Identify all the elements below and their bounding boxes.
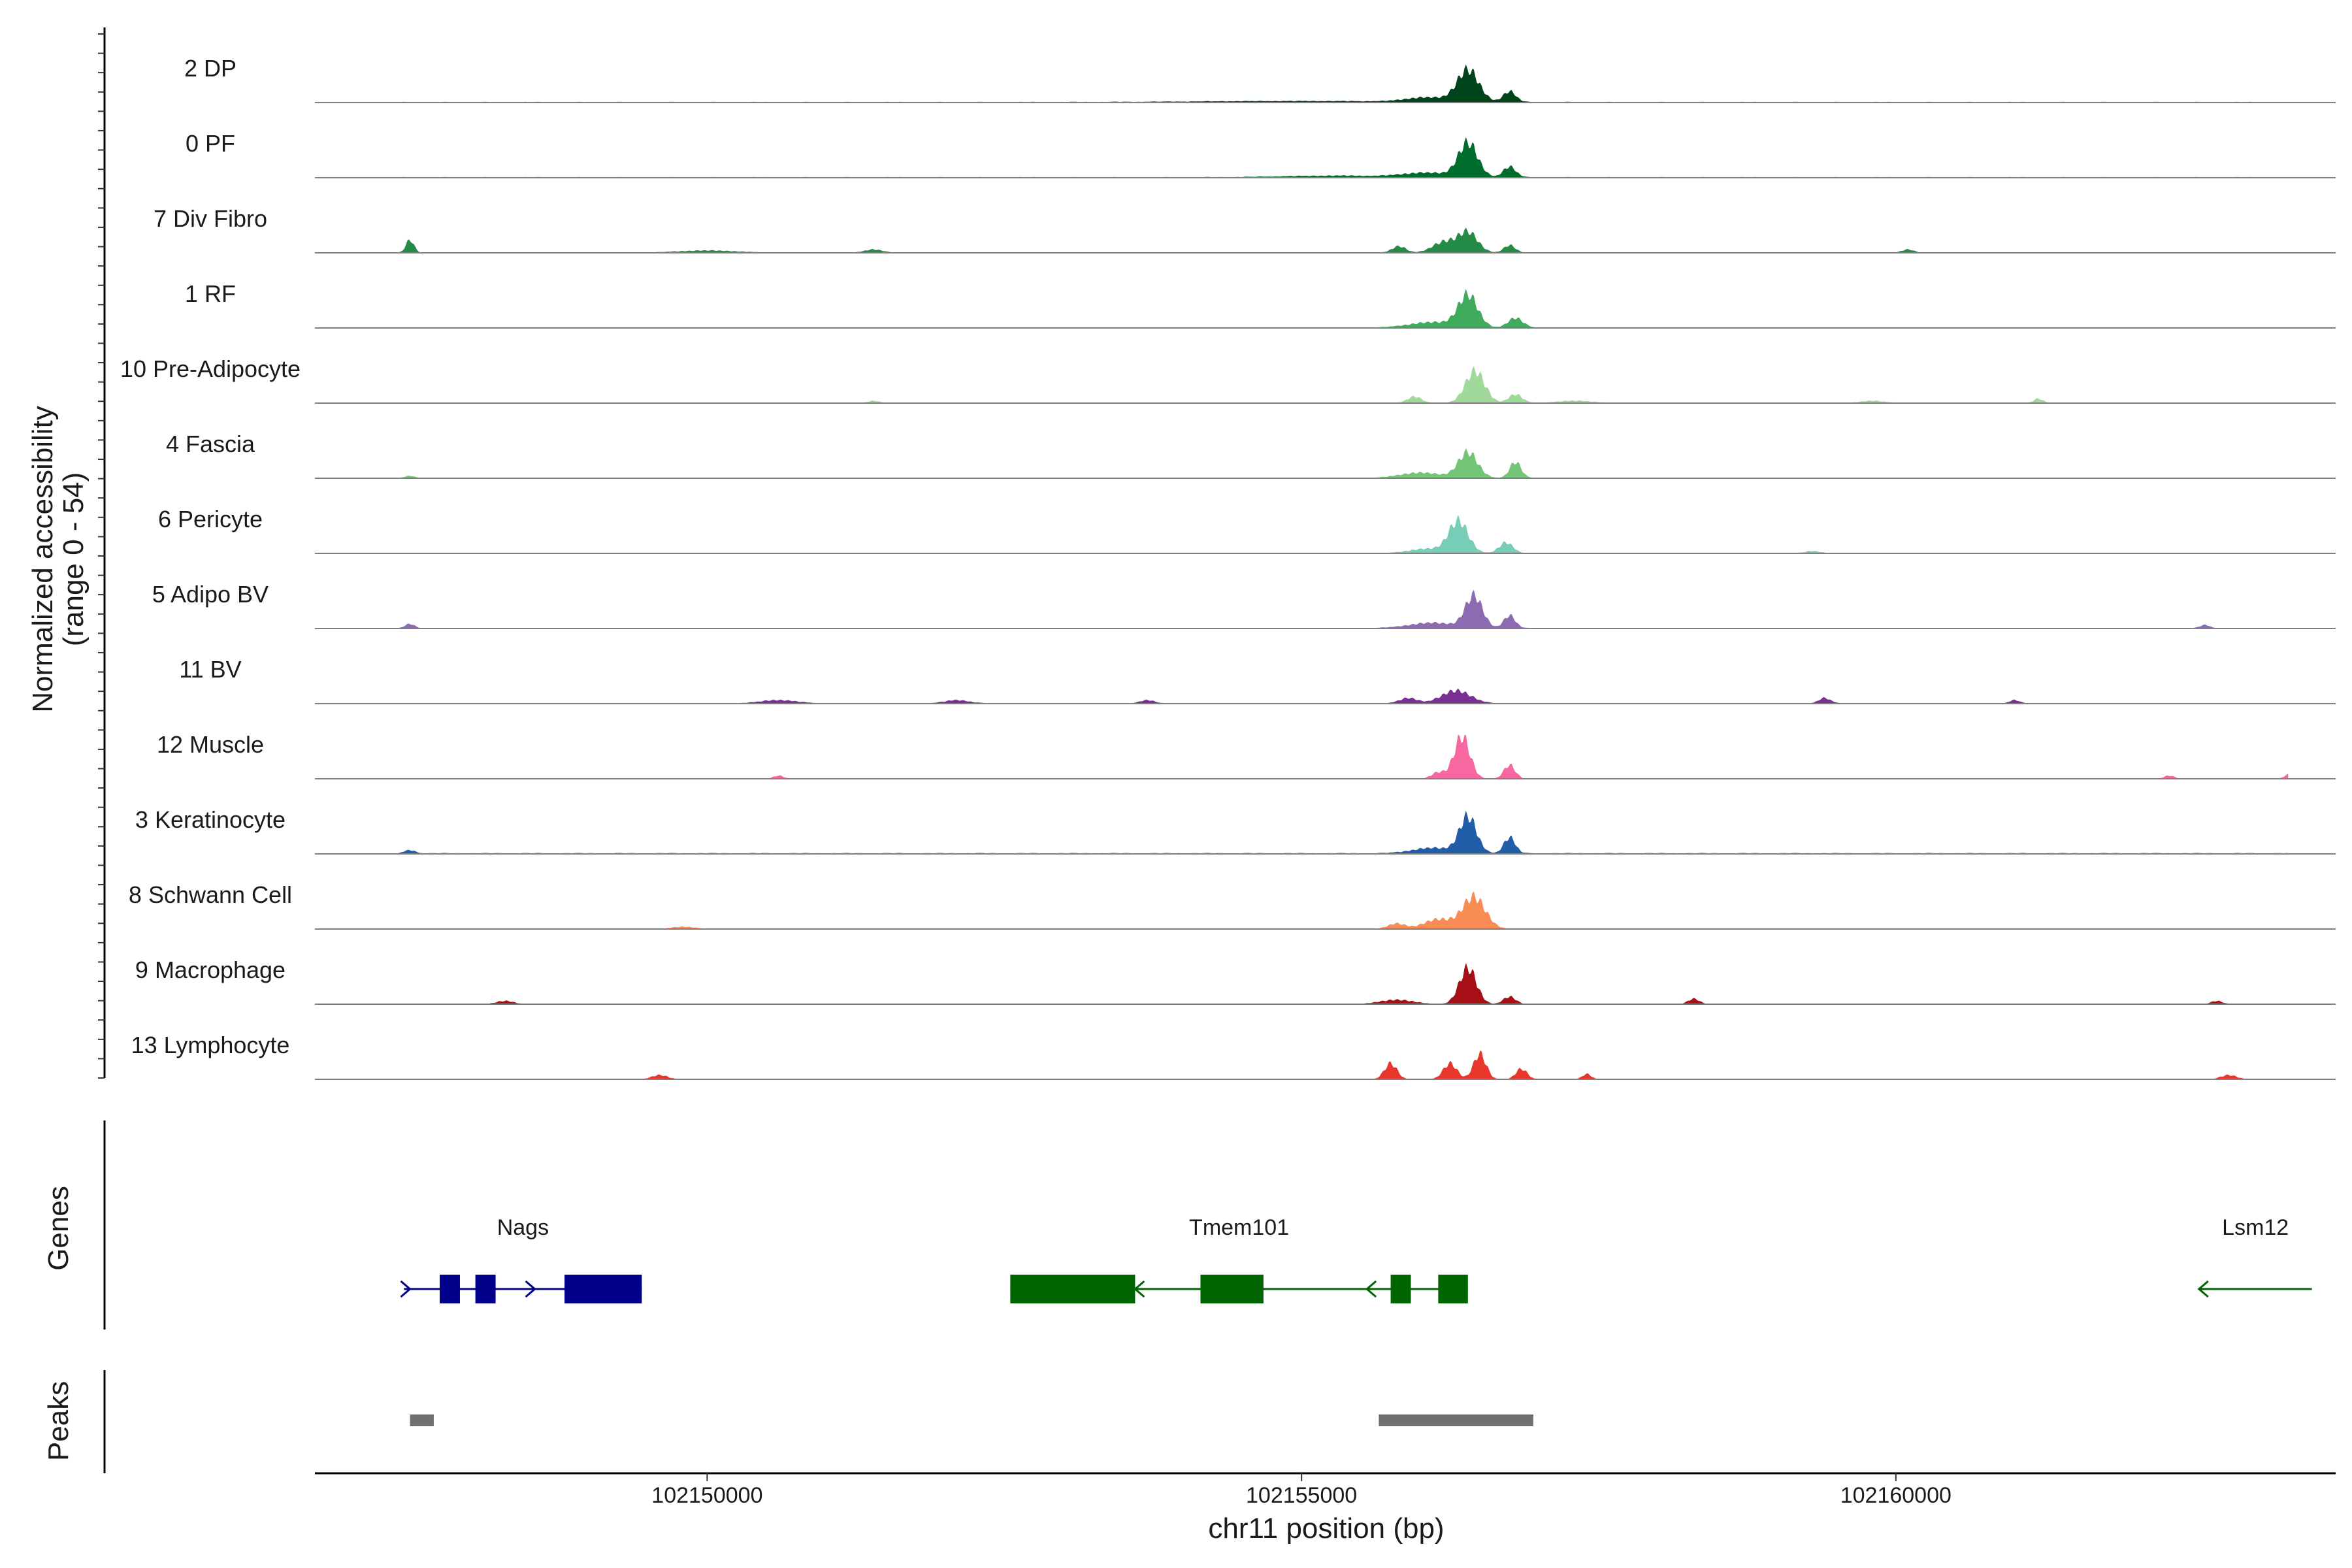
track-label: 3 Keratinocyte [135,806,286,833]
track-3-keratinocyte: 3 Keratinocyte [135,806,2336,855]
track-signal [398,448,2289,478]
track-signal [398,227,2289,253]
track-signal [398,366,2289,403]
strand-arrow [2197,1280,2209,1298]
genes-panel: Nags Tmem101 Lsm12 [103,1120,2312,1330]
gene-exon [1010,1275,1135,1303]
track-signal [398,515,2289,553]
track-label: 12 Muscle [157,731,264,758]
gene-tmem101: Tmem101 [1010,1215,1468,1303]
peak-region [1379,1414,1533,1426]
track-label: 7 Div Fibro [154,205,267,232]
x-axis: 102150000 102155000 102160000 [315,1472,2336,1508]
track-2-dp: 2 DP [184,55,2336,103]
peak-region [410,1414,434,1426]
strand-arrow [525,1280,536,1298]
track-signal [398,810,2289,854]
gene-label: Tmem101 [1189,1215,1289,1240]
x-tick-label: 102155000 [1246,1483,1357,1508]
track-9-macrophage: 9 Macrophage [135,956,2336,1005]
track-signal [398,589,2289,629]
track-6-pericyte: 6 Pericyte [158,506,2336,554]
track-signal [398,962,2289,1004]
track-label: 5 Adipo BV [152,581,269,608]
track-label: 11 BV [179,656,241,683]
track-label: 9 Macrophage [135,956,286,983]
track-13-lymphocyte: 13 Lymphocyte [131,1032,2336,1080]
gene-exon [1438,1275,1468,1303]
gene-nags: Nags [400,1215,642,1303]
track-signal [398,891,2289,929]
track-0-pf: 0 PF [186,130,2336,178]
gene-exon [475,1275,496,1303]
strand-arrow [400,1280,412,1298]
track-11-bv: 11 BV [179,656,2336,704]
gene-exon [1390,1275,1411,1303]
gene-lsm12: Lsm12 [2197,1215,2312,1298]
track-signal [398,688,2289,704]
x-tick-label: 102150000 [651,1483,762,1508]
track-signal [398,734,2289,779]
track-label: 10 Pre-Adipocyte [120,355,301,382]
gene-label: Lsm12 [2222,1215,2289,1240]
gene-exon [440,1275,460,1303]
track-label: 13 Lymphocyte [131,1032,290,1058]
x-axis-title: chr11 position (bp) [1208,1512,1444,1544]
gene-exon [1200,1275,1264,1303]
track-label: 1 RF [185,280,236,307]
x-tick-label: 102160000 [1840,1483,1952,1508]
gene-exon [564,1275,642,1303]
genes-panel-title: Genes [42,1186,74,1271]
track-7-div-fibro: 7 Div Fibro [154,205,2336,253]
track-10-pre-adipocyte: 10 Pre-Adipocyte [120,355,2336,404]
track-signal [398,289,2289,328]
track-label: 2 DP [184,55,237,82]
track-label: 0 PF [186,130,235,157]
track-8-schwann-cell: 8 Schwann Cell [129,881,2336,930]
track-label: 6 Pericyte [158,506,263,532]
track-1-rf: 1 RF [185,280,2336,329]
track-signal [398,64,2289,103]
track-4-fascia: 4 Fascia [166,431,2336,479]
y-axis-title-line2: (range 0 - 54) [57,472,90,647]
track-signal [398,1050,2289,1079]
peaks-panel-title: Peaks [42,1381,74,1461]
gene-label: Nags [497,1215,549,1240]
strand-arrow [1365,1280,1377,1298]
track-signal [398,137,2289,178]
track-label: 4 Fascia [166,431,255,457]
coverage-tracks: 2 DP 0 PF 7 Div Fibro 1 RF 10 Pre-Adipocyte 4… [98,27,2336,1080]
peaks-panel [103,1370,1533,1473]
track-5-adipo-bv: 5 Adipo BV [152,581,2336,629]
track-label: 8 Schwann Cell [129,881,292,908]
strand-arrow [1134,1280,1145,1298]
y-axis-title-line1: Normalized accessibility [27,406,59,712]
track-12-muscle: 12 Muscle [157,731,2336,779]
